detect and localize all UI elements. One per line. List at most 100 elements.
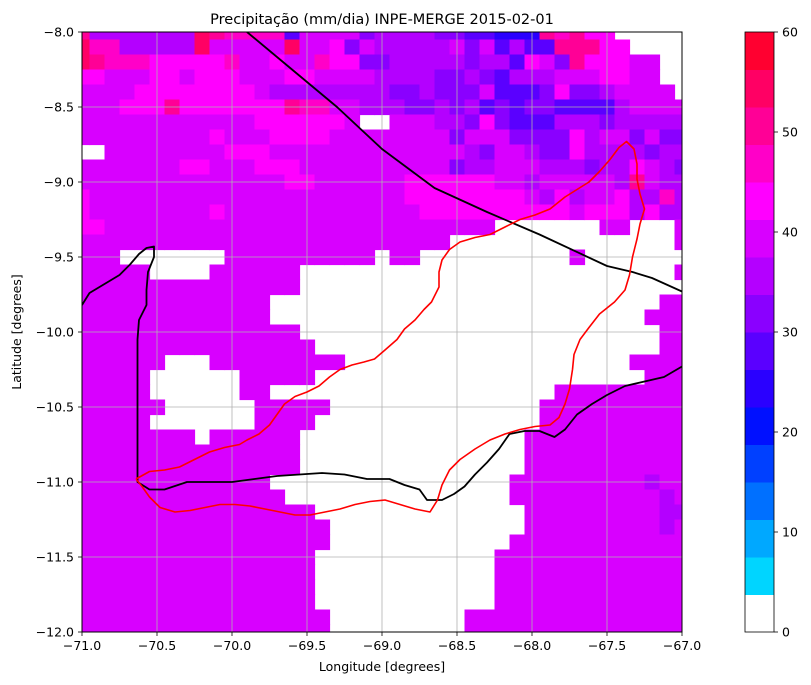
precip-cell [419, 114, 436, 131]
precip-cell [82, 624, 91, 632]
precip-cell [554, 39, 571, 56]
precip-cell [104, 579, 121, 596]
precip-cell [239, 444, 256, 461]
precip-cell [389, 144, 406, 161]
precip-cell [82, 39, 91, 56]
precip-cell [404, 69, 421, 86]
x-tick-label: −68.5 [438, 638, 476, 653]
precip-cell [674, 189, 682, 206]
x-tick-label: −67.0 [663, 638, 701, 653]
precip-cell [404, 84, 421, 101]
precip-cell [509, 624, 526, 632]
precip-cell [464, 69, 481, 86]
precip-cell [539, 489, 556, 506]
precip-cell [254, 534, 271, 551]
precip-cell [554, 54, 571, 71]
precip-cell [164, 294, 181, 311]
precip-cell [164, 144, 181, 161]
precip-cell [509, 69, 526, 86]
precip-cell [419, 69, 436, 86]
precip-cell [644, 159, 661, 176]
precip-cell [419, 159, 436, 176]
precip-cell [209, 294, 226, 311]
precip-cell [284, 84, 301, 101]
precip-cell [629, 534, 646, 551]
precip-cell [194, 114, 211, 131]
precip-cell [179, 69, 196, 86]
precip-cell [269, 129, 286, 146]
precip-cell [239, 534, 256, 551]
x-tick-label: −71.0 [63, 638, 101, 653]
precip-cell [164, 444, 181, 461]
precip-cell [344, 69, 361, 86]
precip-cell [164, 429, 181, 446]
precip-cell [134, 624, 151, 632]
precip-cell [179, 534, 196, 551]
precip-cell [209, 54, 226, 71]
precip-cell [404, 159, 421, 176]
precip-cell [179, 624, 196, 632]
precip-cell [344, 84, 361, 101]
precip-cell [644, 384, 661, 401]
precip-cell [464, 84, 481, 101]
precip-cell [239, 189, 256, 206]
precip-cell [104, 534, 121, 551]
precip-cell [569, 32, 586, 41]
precip-cell [104, 39, 121, 56]
precip-cell [254, 84, 271, 101]
y-tick-label: −10.5 [36, 400, 74, 415]
precip-cell [584, 429, 601, 446]
precip-cell [89, 354, 106, 371]
precip-cell [164, 114, 181, 131]
precip-cell [269, 219, 286, 236]
precip-cell [629, 414, 646, 431]
precip-cell [494, 579, 511, 596]
precip-cell [629, 204, 646, 221]
precip-cell [239, 144, 256, 161]
precip-cell [134, 144, 151, 161]
x-tick-label: −69.5 [288, 638, 326, 653]
precip-cell [554, 624, 571, 632]
precip-cell [82, 129, 91, 146]
precip-cell [674, 444, 682, 461]
y-tick-label: −9.0 [44, 175, 74, 190]
precip-cell [209, 519, 226, 536]
precip-cell [89, 219, 106, 236]
precip-cell [254, 129, 271, 146]
precip-cell [104, 279, 121, 296]
precip-cell [569, 204, 586, 221]
precip-cell [194, 444, 211, 461]
precip-cell [329, 354, 346, 371]
precip-cell [554, 414, 571, 431]
precip-cell [254, 264, 271, 281]
precip-cell [179, 609, 196, 626]
precip-cell [164, 54, 181, 71]
precip-cell [119, 84, 136, 101]
precip-cell [389, 69, 406, 86]
precip-cell [164, 219, 181, 236]
colorbar-tick-label: 50 [782, 125, 798, 140]
precip-cell [569, 609, 586, 626]
precip-cell [82, 444, 91, 461]
precip-cell [539, 69, 556, 86]
precip-cell [134, 129, 151, 146]
precip-cell [82, 579, 91, 596]
precip-cell [254, 354, 271, 371]
precip-cell [164, 564, 181, 581]
precip-cell [179, 219, 196, 236]
precip-cell [254, 114, 271, 131]
precip-cell [179, 429, 196, 446]
precip-cell [479, 144, 496, 161]
y-tick-label: −12.0 [36, 625, 74, 640]
precip-cell [314, 32, 331, 41]
precip-cell [254, 32, 271, 41]
precip-cell [659, 129, 676, 146]
precip-cell [194, 564, 211, 581]
precip-cell [89, 84, 106, 101]
precip-cell [314, 159, 331, 176]
precip-cell [209, 204, 226, 221]
precip-cell [569, 189, 586, 206]
precip-cell [119, 294, 136, 311]
precip-cell [269, 279, 286, 296]
precip-cell [584, 144, 601, 161]
